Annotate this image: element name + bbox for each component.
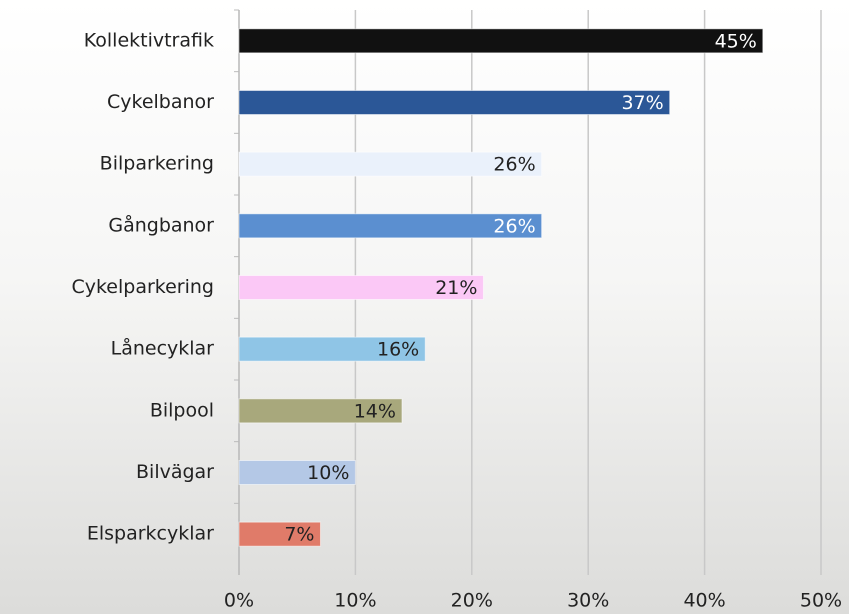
value-label: 16%	[377, 339, 419, 361]
y-tick-label: Gångbanor	[108, 213, 214, 236]
value-label: 26%	[493, 154, 535, 176]
value-label: 45%	[715, 30, 757, 52]
x-tick-label: 10%	[334, 590, 376, 612]
y-tick-label: Bilparkering	[100, 153, 214, 175]
value-label: 21%	[435, 277, 477, 299]
y-tick-label: Bilpool	[150, 399, 214, 421]
value-label: 14%	[354, 400, 396, 422]
y-tick-label: Kollektivtrafik	[84, 29, 214, 51]
chart: 0% 10% 20% 30% 40% 50% Kollektivtrafik 45% Cykel…	[0, 0, 849, 614]
y-tick-label: Cykelparkering	[71, 276, 214, 298]
y-tick-label: Elsparkcyklar	[87, 523, 214, 545]
x-tick-label: 20%	[451, 590, 493, 612]
value-label: 7%	[284, 524, 314, 546]
value-label: 26%	[493, 215, 535, 237]
x-tick-label: 0%	[224, 590, 254, 612]
bar	[239, 29, 763, 53]
bar	[239, 91, 670, 115]
x-tick-label: 30%	[567, 590, 609, 612]
y-tick-label: Lånecyklar	[111, 337, 215, 360]
y-tick-label: Cykelbanor	[107, 91, 214, 113]
x-tick-label: 40%	[683, 590, 725, 612]
value-label: 37%	[621, 92, 663, 114]
x-tick-label: 50%	[800, 590, 842, 612]
value-label: 10%	[307, 462, 349, 484]
y-tick-label: Bilvägar	[136, 461, 214, 483]
